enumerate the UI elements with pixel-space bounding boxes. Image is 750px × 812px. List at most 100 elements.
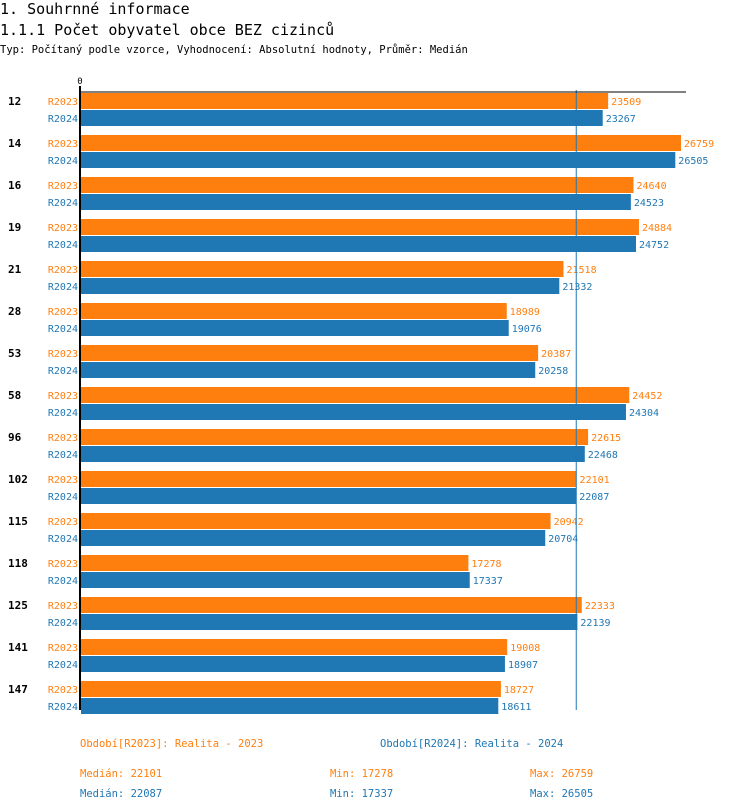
bar-r2024 [81, 698, 499, 714]
series-label: R2024 [48, 492, 78, 503]
category-label: 118 [8, 557, 28, 570]
category-label: 21 [8, 263, 22, 276]
series-label: R2024 [48, 114, 78, 125]
data-label: 17337 [473, 576, 503, 587]
bar-r2024 [81, 572, 470, 588]
series-label: R2023 [48, 559, 78, 570]
data-label: 23267 [606, 114, 636, 125]
series-label: R2024 [48, 450, 78, 461]
stat-median-r2023: Medián: 22101 [80, 768, 163, 780]
legend-r2023: Období[R2023]: Realita - 2023 [80, 738, 264, 750]
series-label: R2023 [48, 139, 78, 150]
data-label: 20258 [538, 366, 568, 377]
category-label: 16 [8, 179, 22, 192]
data-label: 26759 [684, 139, 714, 150]
category-label: 125 [8, 599, 28, 612]
data-label: 17278 [471, 559, 501, 570]
bar-r2023 [81, 345, 539, 361]
series-label: R2024 [48, 618, 78, 629]
bar-r2024 [81, 320, 509, 336]
bar-r2023 [81, 555, 469, 571]
series-label: R2024 [48, 156, 78, 167]
series-label: R2023 [48, 391, 78, 402]
data-label: 18989 [510, 307, 540, 318]
series-label: R2023 [48, 97, 78, 108]
data-label: 21332 [562, 282, 592, 293]
bar-r2024 [81, 614, 578, 630]
series-label: R2024 [48, 660, 78, 671]
bar-r2023 [81, 429, 589, 445]
data-label: 18611 [501, 702, 531, 713]
bar-r2024 [81, 236, 636, 252]
data-label: 21518 [566, 265, 596, 276]
category-label: 12 [8, 95, 21, 108]
series-label: R2024 [48, 198, 78, 209]
data-label: 22139 [580, 618, 610, 629]
series-label: R2023 [48, 643, 78, 654]
stat-max-r2024: Max: 26505 [530, 788, 594, 800]
bar-r2024 [81, 656, 505, 672]
bar-r2023 [81, 639, 508, 655]
bar-r2024 [81, 404, 626, 420]
data-label: 24304 [629, 408, 659, 419]
data-label: 24884 [642, 223, 672, 234]
series-label: R2024 [48, 324, 78, 335]
data-label: 24640 [636, 181, 666, 192]
data-label: 20942 [554, 517, 584, 528]
series-label: R2023 [48, 601, 78, 612]
category-label: 102 [8, 473, 28, 486]
category-label: 147 [8, 683, 28, 696]
bar-r2023 [81, 261, 564, 277]
data-label: 22087 [579, 492, 609, 503]
category-label: 14 [8, 137, 22, 150]
data-label: 24752 [639, 240, 669, 251]
stat-min-r2024: Min: 17337 [330, 788, 394, 800]
data-label: 24452 [632, 391, 662, 402]
bar-r2024 [81, 446, 585, 462]
bar-r2023 [81, 93, 609, 109]
data-label: 23509 [611, 97, 641, 108]
series-label: R2023 [48, 475, 78, 486]
stat-min-r2023: Min: 17278 [330, 768, 394, 780]
legend-r2024: Období[R2024]: Realita - 2024 [380, 738, 564, 750]
data-label: 18727 [504, 685, 534, 696]
category-label: 141 [8, 641, 28, 654]
series-label: R2024 [48, 534, 78, 545]
bar-r2023 [81, 135, 681, 151]
bar-chart: 12 R2023 23509 R2024 23267 14 R2023 26759 R2024 2… [8, 77, 714, 714]
bar-r2023 [81, 177, 634, 193]
series-label: R2024 [48, 702, 78, 713]
series-label: R2023 [48, 181, 78, 192]
chart-subtitle: Typ: Počítaný podle vzorce, Vyhodnocení:… [0, 44, 468, 56]
bar-r2024 [81, 194, 631, 210]
data-label: 22615 [591, 433, 621, 444]
data-label: 22468 [588, 450, 618, 461]
series-label: R2023 [48, 349, 78, 360]
data-label: 26505 [678, 156, 708, 167]
bar-r2023 [81, 471, 577, 487]
series-label: R2024 [48, 282, 78, 293]
series-label: R2024 [48, 408, 78, 419]
bar-r2023 [81, 303, 507, 319]
bar-r2023 [81, 597, 582, 613]
category-label: 96 [8, 431, 22, 444]
series-label: R2023 [48, 223, 78, 234]
bar-r2023 [81, 681, 501, 697]
series-label: R2023 [48, 433, 78, 444]
stat-median-r2024: Medián: 22087 [80, 788, 163, 800]
bar-r2023 [81, 219, 639, 235]
series-label: R2023 [48, 307, 78, 318]
bar-r2024 [81, 278, 560, 294]
bar-r2024 [81, 488, 577, 504]
bar-r2023 [81, 513, 551, 529]
data-label: 18907 [508, 660, 538, 671]
series-label: R2023 [48, 265, 78, 276]
data-label: 22101 [580, 475, 610, 486]
data-label: 19008 [510, 643, 540, 654]
series-label: R2024 [48, 366, 78, 377]
series-label: R2024 [48, 576, 78, 587]
data-label: 20704 [548, 534, 578, 545]
data-label: 20387 [541, 349, 571, 360]
category-label: 19 [8, 221, 21, 234]
data-label: 24523 [634, 198, 664, 209]
